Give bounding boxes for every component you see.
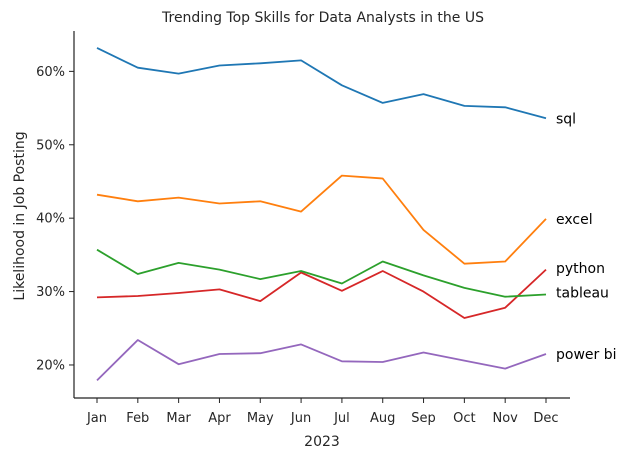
y-tick-label: 40%: [36, 212, 65, 227]
series-label-excel: excel: [556, 212, 593, 228]
series-label-power-bi: power bi: [556, 347, 617, 363]
x-tick-label: Apr: [208, 411, 231, 426]
x-tick-label: Sep: [411, 411, 436, 426]
x-tick-label: Mar: [166, 411, 191, 426]
series-line-tableau: [96, 248, 547, 298]
series-line-excel: [96, 174, 547, 265]
y-tick-label: 30%: [36, 285, 65, 300]
x-axis-title: 2023: [304, 434, 340, 450]
x-tick-label: Feb: [126, 411, 149, 426]
series-line-sql: [96, 47, 547, 120]
y-tick-label: 60%: [36, 65, 65, 80]
x-tick-label: Jul: [333, 411, 350, 426]
series-lines: [96, 47, 547, 382]
x-tick-label: Aug: [370, 411, 395, 426]
series-label-python: python: [556, 261, 605, 277]
series-line-power-bi: [96, 339, 547, 382]
series-label-sql: sql: [556, 111, 576, 127]
axes: 20% 30% 40% 50% 60% Jan Feb Mar Apr May Jun Jul Aug S…: [36, 31, 570, 426]
x-tick-label: Jan: [86, 411, 107, 426]
y-tick-label: 20%: [36, 358, 65, 373]
series-line-python: [96, 268, 547, 319]
x-tick-label: Jun: [290, 411, 311, 426]
series-label-tableau: tableau: [556, 285, 609, 301]
y-axis-title: Likelihood in Job Posting: [12, 131, 28, 300]
y-tick-label: 50%: [36, 138, 65, 153]
x-tick-label: Nov: [492, 411, 518, 426]
chart-title: Trending Top Skills for Data Analysts in…: [161, 10, 484, 26]
series-labels: sql excel python tableau power bi: [556, 111, 617, 363]
x-tick-label: Dec: [533, 411, 558, 426]
x-tick-label: Oct: [453, 411, 475, 426]
x-tick-label: May: [247, 411, 274, 426]
